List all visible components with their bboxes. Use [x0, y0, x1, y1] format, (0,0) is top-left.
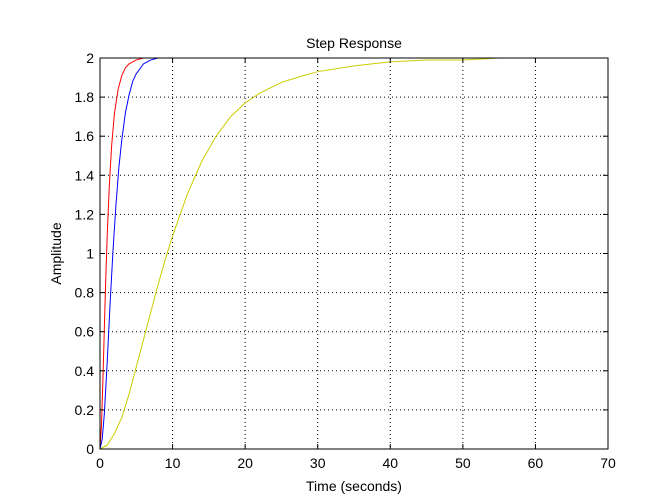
y-tick-label: 0.2	[75, 402, 95, 418]
y-tick-label: 1.2	[75, 206, 95, 222]
y-tick-label: 1.4	[75, 167, 95, 183]
y-tick-label: 1	[86, 246, 94, 262]
x-tick-label: 70	[600, 455, 616, 471]
y-tick-label: 1.6	[75, 128, 95, 144]
y-tick-label: 0.6	[75, 324, 95, 340]
series-line-3	[99, 57, 594, 450]
x-tick-label: 50	[455, 455, 471, 471]
y-tick-label: 0.8	[75, 285, 95, 301]
series-line-2	[99, 57, 173, 450]
x-tick-label: 0	[96, 455, 104, 471]
x-tick-label: 10	[165, 455, 181, 471]
y-tick-label: 0.4	[75, 363, 95, 379]
x-tick-label: 30	[310, 455, 326, 471]
ticks: 0 10 20 30 40 50 60 70 0 0.2 0.4 0.6 0.8 1 1.2 1.4 1.6 1.…	[75, 50, 616, 471]
y-tick-label: 2	[86, 50, 94, 66]
x-axis-title: Time (seconds)	[306, 478, 402, 494]
x-tick-label: 60	[528, 455, 544, 471]
y-tick-label: 0	[86, 441, 94, 457]
chart-title: Step Response	[306, 35, 402, 51]
y-tick-label: 1.8	[75, 89, 95, 105]
grid	[100, 58, 608, 449]
y-axis-title: Amplitude	[48, 222, 64, 284]
x-tick-label: 20	[237, 455, 253, 471]
x-tick-label: 40	[382, 455, 398, 471]
